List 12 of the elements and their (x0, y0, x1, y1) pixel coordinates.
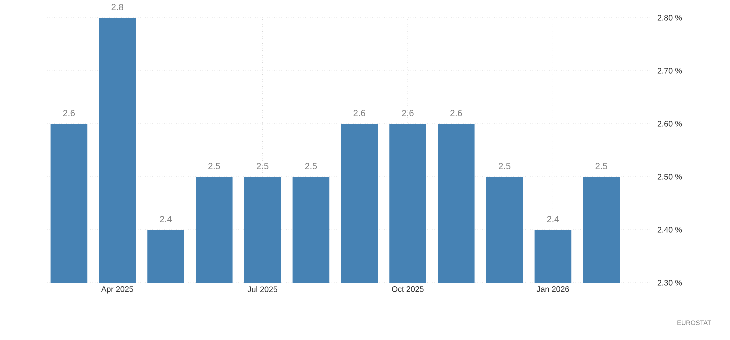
data-label: 2.6 (354, 110, 366, 116)
data-label: 2.4 (160, 216, 172, 222)
data-label: 2.8 (112, 4, 124, 10)
data-label: 2.5 (499, 163, 511, 170)
data-label: 2.5 (596, 163, 608, 170)
data-label: 2.4 (547, 216, 560, 222)
data-label: 2.6 (63, 110, 76, 116)
data-label: 2.5 (305, 163, 318, 170)
data-label: 2.5 (208, 163, 220, 170)
data-label: 2.6 (450, 110, 462, 116)
data-label: 2.6 (402, 110, 414, 116)
data-label: 2.5 (257, 163, 269, 170)
